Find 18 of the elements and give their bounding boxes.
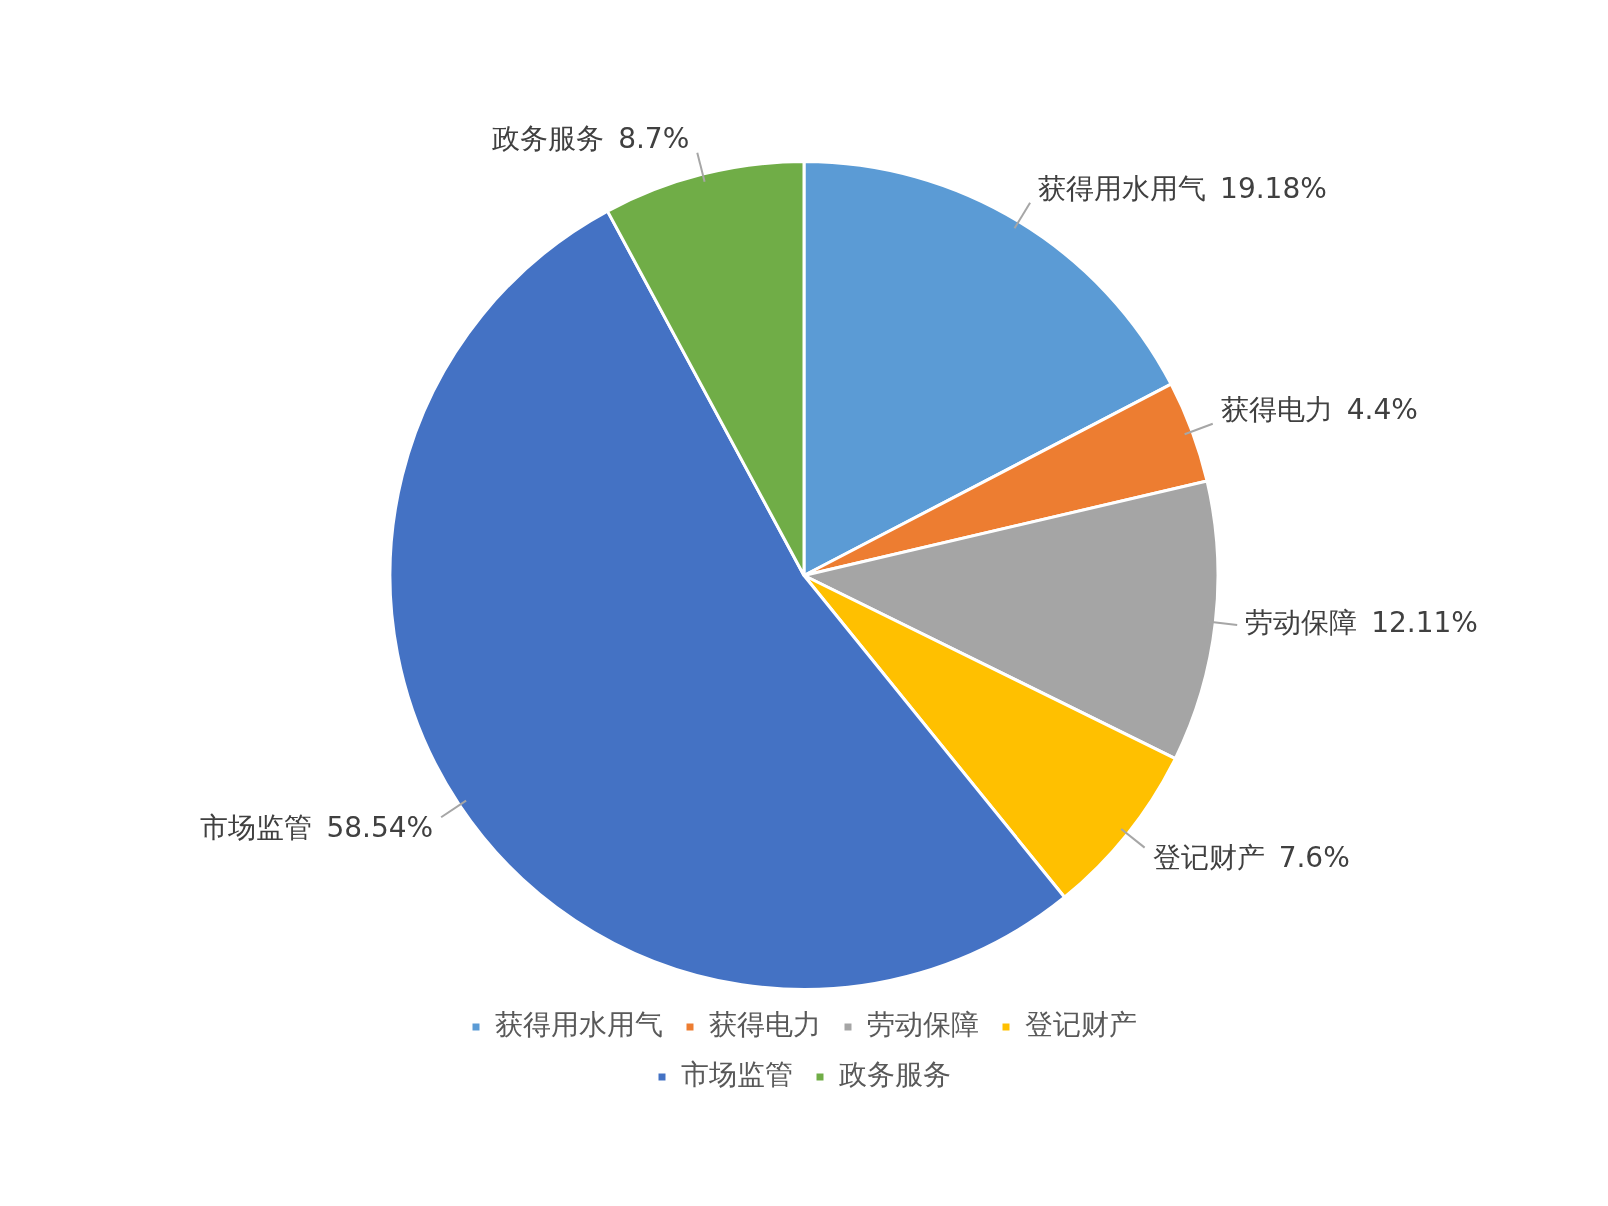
slice-label: 获得用水用气	[1038, 171, 1207, 205]
slice-label: 市场监管	[200, 810, 313, 844]
legend-label: 劳动保障	[867, 1008, 979, 1042]
slice-label: 政务服务	[492, 122, 605, 156]
legend-label: 获得电力	[709, 1008, 821, 1042]
slice-label: 登记财产	[1152, 840, 1265, 874]
data-label: 19.18%	[1220, 171, 1327, 205]
data-label: 7.6%	[1278, 840, 1350, 874]
legend-label: 获得用水用气	[495, 1008, 663, 1042]
legend-label: 政务服务	[839, 1058, 951, 1092]
slice-label: 获得电力	[1220, 393, 1333, 427]
data-label: 8.7%	[618, 122, 690, 156]
legend-label: 市场监管	[681, 1058, 793, 1092]
data-label: 58.54%	[326, 810, 434, 844]
data-label: 4.4%	[1346, 393, 1418, 427]
data-label: 12.11%	[1371, 606, 1478, 640]
legend-label: 登记财产	[1025, 1008, 1137, 1042]
slice-label: 劳动保障	[1245, 606, 1358, 640]
